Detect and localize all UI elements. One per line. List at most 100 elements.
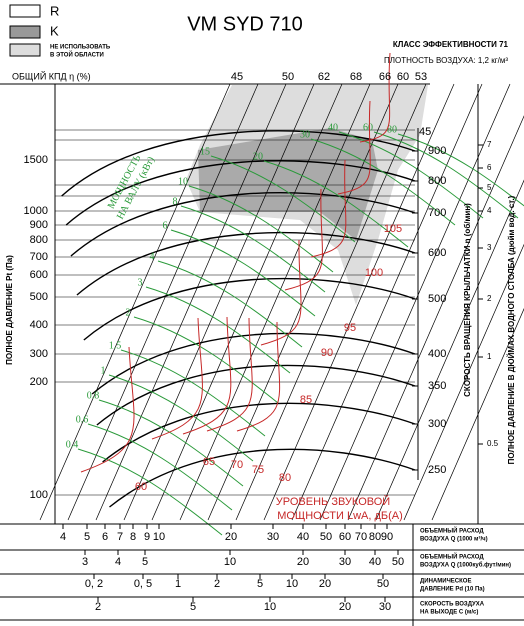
sound-label: 105 [384,223,402,235]
sound-label: 85 [300,394,312,406]
power-label: 6 [163,220,168,231]
speed-tick-label: 400 [428,348,446,360]
row-label: ВОЗДУХА Q (1000 м³/ч) [420,536,488,543]
power-line [188,185,334,273]
row-label: ОБЪЕМНЫЙ РАСХОД [420,553,484,561]
sound-title: МОЩНОСТИ LwA, дБ(А) [277,510,403,522]
system-line [431,308,524,521]
speed-tick-label: 800 [428,175,446,187]
speed-tick-label: 700 [428,207,446,219]
power-line [397,133,524,207]
pressure-tick-label: 500 [30,291,48,303]
tick-label: 2 [214,578,220,590]
sound-curve [359,52,391,143]
tick-label: 30 [379,601,391,613]
speed-tick-label: 900 [428,145,446,157]
power-line [77,448,223,536]
power-line [108,374,254,462]
speed-curve [109,448,416,508]
system-line [67,83,259,521]
legend-box-unusable [9,43,41,57]
sound-curve [182,316,232,435]
tick-label: 9 [144,531,150,543]
axis-title: ПОЛНОЕ ДАВЛЕНИЕ Pt (Па) [5,255,14,365]
inch-tick-label: 0.5 [487,439,499,448]
power-label: 20 [253,151,263,162]
inch-tick-label: 4 [487,206,492,215]
tick-label: 50 [320,531,332,543]
axis-title: ПОЛНОЕ ДАВЛЕНИЕ В ДЮЙМАХ ВОДНОГО СТОЛБА … [507,195,516,464]
sound-curve [260,239,302,346]
tick-label: 5 [84,531,90,543]
row-label: ДИНАМИЧЕСКОЕ [420,579,471,585]
speed-tick-label: 250 [428,464,446,476]
efficiency-class: КЛАСС ЭФФЕКТИВНОСТИ 71 [393,40,509,49]
power-label: 10 [178,176,188,187]
power-line [98,399,244,487]
tick-label: 40 [297,531,309,543]
tick-label: 10 [286,578,298,590]
tick-label: 20 [297,556,309,568]
system-line [403,243,524,521]
row-label: СКОРОСТЬ ВОЗДУХА [420,602,485,608]
power-label: 60 [363,122,373,133]
system-line [39,83,231,521]
system-line [347,115,524,521]
tick-label: 4 [60,531,66,543]
sound-curve [337,100,371,195]
power-line [120,349,266,437]
efficiency-label: 50 [282,71,294,83]
speed-tick-label: 300 [428,418,446,430]
power-label: 0.6 [76,414,89,425]
tick-label: 90 [381,531,393,543]
tick-label: 70 [355,531,367,543]
row-label: ВОЗДУХА Q (1000куб.фут/мин) [420,562,511,569]
power-line [310,138,456,226]
tick-label: 60 [339,531,351,543]
tick-label: 0, 2 [85,578,103,590]
pressure-tick-label: 800 [30,234,48,246]
tick-label: 30 [267,531,279,543]
power-line [338,131,484,219]
tick-label: 0, 5 [134,578,152,590]
row-label: ДАВЛЕНИЕ Pd (10 Па) [420,587,485,593]
sound-label: 65 [203,456,215,468]
efficiency-label: 60 [397,71,409,83]
sound-curve [206,317,253,432]
power-line [180,205,326,293]
efficiency-label: ОБЩИЙ КПД η (%) [12,70,91,81]
tick-label: 20 [339,601,351,613]
power-label: 0.4 [66,439,79,450]
axis-title: СКОРОСТЬ ВРАЩЕНИЯ КРЫЛЬЧАТКИ n (об/мин) [463,203,472,397]
power-label: 40 [328,122,338,133]
efficiency-label: 53 [415,71,427,83]
sound-label: 80 [279,472,291,484]
speed-curve [102,402,416,463]
tick-label: 10 [264,601,276,613]
pressure-tick-label: 900 [30,219,48,231]
legend-box-r [9,4,41,18]
pressure-tick-label: 100 [30,489,48,501]
legend-unusable: В ЭТОЙ ОБЛАСТИ [50,51,104,59]
efficiency-label: 66 [379,71,391,83]
power-line [263,160,409,248]
sound-curve [80,346,135,473]
tick-label: 5 [257,578,263,590]
sound-label: 95 [344,322,356,334]
legend-r: R [50,3,59,18]
tick-label: 6 [102,531,108,543]
efficiency-label: 45 [231,71,243,83]
k-region [198,128,378,240]
power-line [373,131,519,219]
tick-label: 5 [190,601,196,613]
power-label: 30 [300,129,310,140]
system-line [123,83,315,521]
speed-tick-label: 500 [428,293,446,305]
row-label: НА ВЫХОДЕ C (м/с) [420,610,478,616]
power-label: 80 [387,124,397,135]
system-line [263,83,455,521]
power-line [133,316,279,404]
tick-label: 10 [224,556,236,568]
system-line [95,83,287,521]
